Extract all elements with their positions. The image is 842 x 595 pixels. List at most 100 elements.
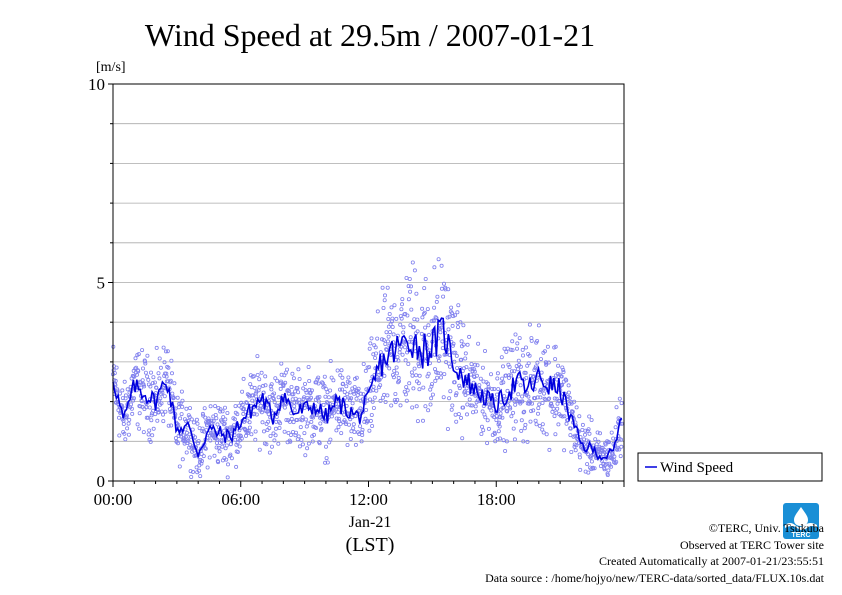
- sample-point: [598, 464, 603, 469]
- sample-point: [148, 384, 153, 389]
- sample-point: [591, 466, 596, 471]
- sample-point: [500, 376, 505, 381]
- sample-point: [589, 417, 594, 422]
- sample-point: [358, 406, 363, 411]
- sample-point: [520, 347, 525, 352]
- sample-point: [523, 370, 528, 375]
- sample-point: [196, 439, 201, 444]
- sample-point: [255, 354, 260, 359]
- sample-point: [252, 385, 257, 390]
- sample-point: [469, 362, 474, 367]
- sample-point: [337, 387, 342, 392]
- sample-point: [126, 421, 131, 426]
- sample-point: [266, 419, 271, 424]
- sample-point: [393, 391, 398, 396]
- sample-point: [474, 373, 479, 378]
- sample-point: [501, 438, 506, 443]
- sample-point: [488, 372, 493, 377]
- sample-point: [374, 388, 379, 393]
- sample-point: [373, 351, 378, 356]
- sample-point: [531, 374, 536, 379]
- sample-point: [267, 394, 272, 399]
- sample-point: [422, 286, 427, 291]
- sample-point: [461, 342, 466, 347]
- sample-point: [530, 401, 535, 406]
- sample-point: [171, 396, 176, 401]
- sample-point: [360, 432, 365, 437]
- sample-point: [284, 367, 289, 372]
- sample-point: [323, 460, 328, 465]
- sample-point: [334, 428, 339, 433]
- sample-point: [229, 456, 234, 461]
- sample-point: [224, 457, 229, 462]
- sample-point: [551, 406, 556, 411]
- sample-point: [505, 388, 510, 393]
- sample-point: [370, 423, 375, 428]
- sample-point: [516, 358, 521, 363]
- sample-point: [596, 439, 601, 444]
- sample-point: [516, 392, 521, 397]
- sample-point: [148, 370, 153, 375]
- sample-point: [144, 415, 149, 420]
- sample-point: [316, 399, 321, 404]
- sample-point: [211, 418, 216, 423]
- sample-point: [146, 377, 151, 382]
- sample-point: [536, 323, 541, 328]
- sample-point: [278, 379, 283, 384]
- sample-point: [146, 432, 151, 437]
- sample-point: [334, 416, 339, 421]
- sample-point: [278, 421, 283, 426]
- sample-point: [378, 383, 383, 388]
- sample-point: [555, 371, 560, 376]
- sample-point: [370, 399, 375, 404]
- sample-point: [367, 397, 372, 402]
- sample-point: [142, 384, 147, 389]
- sample-point: [323, 394, 328, 399]
- y-tick-label: 0: [97, 472, 106, 491]
- sample-point: [381, 305, 386, 310]
- sample-point: [382, 373, 387, 378]
- sample-point: [435, 375, 440, 380]
- sample-point: [151, 375, 156, 380]
- sample-point: [392, 303, 397, 308]
- sample-point: [305, 421, 310, 426]
- sample-point: [567, 395, 572, 400]
- sample-point: [147, 405, 152, 410]
- sample-point: [220, 444, 225, 449]
- sample-point: [138, 404, 143, 409]
- sample-point: [547, 447, 552, 452]
- sample-point: [284, 417, 289, 422]
- sample-point: [158, 365, 163, 370]
- sample-point: [416, 381, 421, 386]
- sample-point: [515, 367, 520, 372]
- sample-point: [494, 418, 499, 423]
- sample-point: [605, 472, 610, 477]
- sample-point: [536, 406, 541, 411]
- sample-point: [373, 355, 378, 360]
- sample-point: [397, 350, 402, 355]
- sample-point: [510, 348, 515, 353]
- sample-point: [309, 388, 314, 393]
- sample-point: [400, 297, 405, 302]
- data-source-text: Data source : /home/hojyo/new/TERC-data/…: [485, 570, 824, 585]
- sample-point: [504, 439, 509, 444]
- sample-point: [499, 355, 504, 360]
- sample-point: [169, 423, 174, 428]
- sample-point: [293, 430, 298, 435]
- sample-point: [448, 389, 453, 394]
- sample-point: [288, 432, 293, 437]
- sample-point: [506, 375, 511, 380]
- sample-point: [481, 428, 486, 433]
- sample-point: [279, 372, 284, 377]
- sample-point: [353, 413, 358, 418]
- sample-point: [552, 396, 557, 401]
- sample-point: [354, 396, 359, 401]
- sample-point: [598, 431, 603, 436]
- sample-point: [170, 394, 175, 399]
- sample-point: [529, 338, 534, 343]
- sample-point: [439, 263, 444, 268]
- sample-point: [132, 374, 137, 379]
- sample-point: [162, 373, 167, 378]
- sample-point: [387, 330, 392, 335]
- sample-point: [122, 431, 127, 436]
